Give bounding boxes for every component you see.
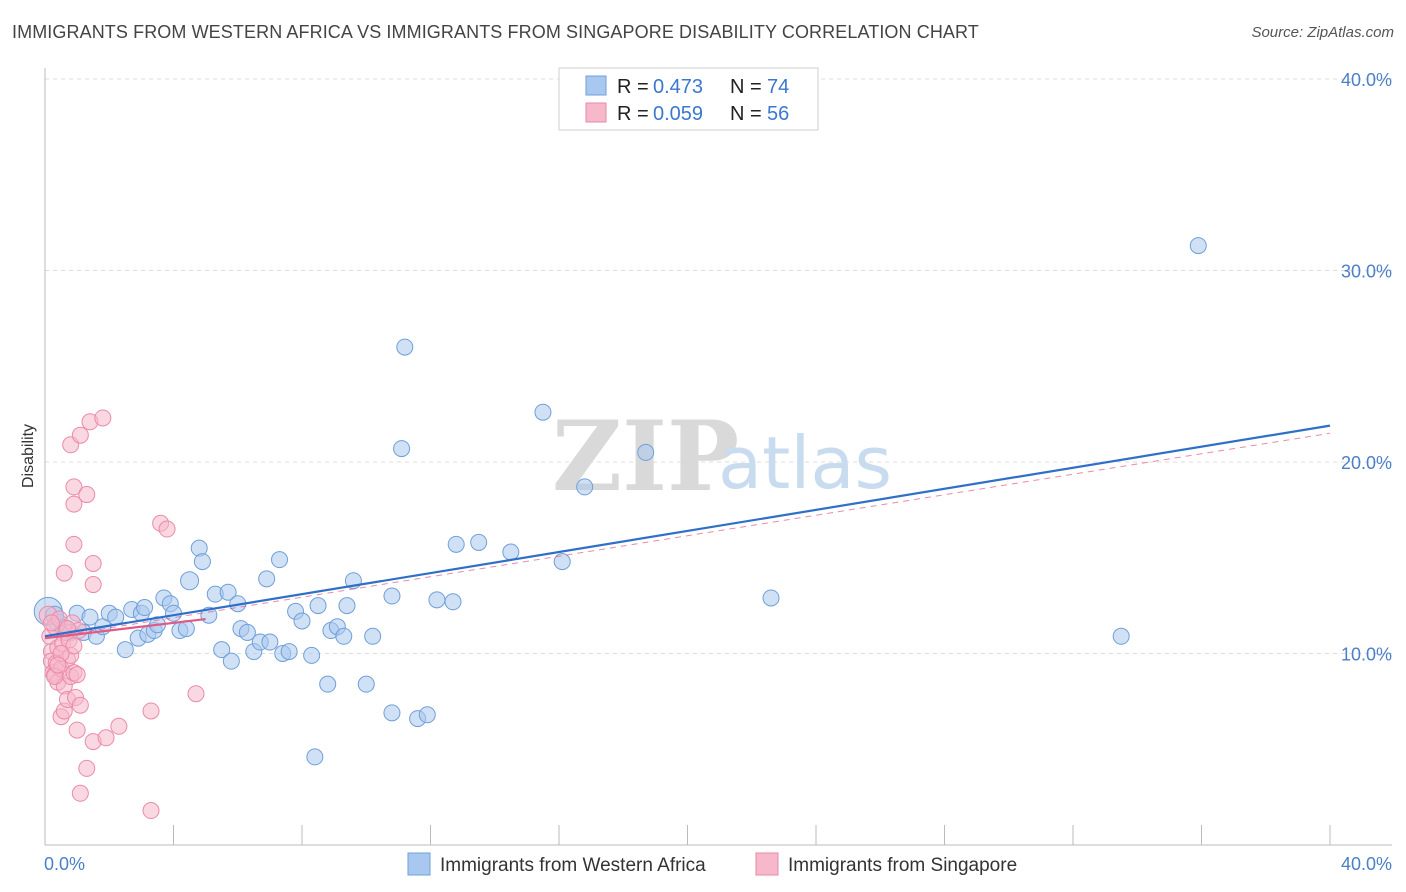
x-tick-label-0: 0.0%	[44, 854, 85, 874]
legend-r-value-2: 0.059	[653, 103, 703, 125]
western-africa-point-72	[1189, 237, 1207, 255]
series-singapore-points	[38, 409, 205, 820]
axes	[44, 68, 1392, 846]
singapore-point-49	[94, 409, 112, 427]
singapore-point-35	[142, 702, 160, 720]
trend-line-dashed	[44, 432, 1331, 639]
western-africa-point-71	[1112, 627, 1130, 645]
y-tick-label-1: 20.0%	[1341, 453, 1392, 473]
y-tick-label-0: 10.0%	[1341, 645, 1392, 665]
singapore-point-36	[187, 685, 205, 703]
western-africa-point-41	[280, 643, 298, 661]
western-africa-point-31	[222, 652, 240, 670]
singapore-point-45	[78, 486, 96, 504]
western-africa-point-38	[261, 633, 279, 651]
singapore-point-42	[84, 576, 102, 594]
singapore-point-29	[71, 784, 89, 802]
bottom-legend-label-pink: Immigrants from Singapore	[788, 855, 1017, 876]
y-tick-labels: 10.0% 20.0% 30.0% 40.0%	[1341, 70, 1392, 665]
singapore-point-34	[142, 802, 160, 820]
western-africa-point-57	[393, 440, 411, 458]
singapore-point-53	[68, 666, 86, 684]
singapore-point-26	[68, 721, 86, 739]
singapore-point-47	[71, 426, 89, 444]
bottom-legend-label-blue: Immigrants from Western Africa	[440, 855, 706, 876]
western-africa-point-46	[319, 675, 337, 693]
western-africa-point-50	[338, 597, 356, 615]
legend-r-label-1: R =	[617, 76, 649, 98]
bottom-legend: Immigrants from Western Africa Immigrant…	[407, 852, 1017, 876]
western-africa-point-59	[418, 706, 436, 724]
singapore-point-33	[110, 717, 128, 735]
western-africa-point-6	[81, 608, 99, 626]
singapore-point-55	[49, 656, 67, 674]
trend-line-western-africa	[44, 424, 1331, 638]
trend-line-singapore	[44, 617, 206, 640]
singapore-point-43	[65, 478, 83, 496]
singapore-point-40	[65, 535, 83, 553]
bottom-legend-swatch-pink	[755, 852, 779, 876]
western-africa-point-49	[335, 627, 353, 645]
singapore-point-39	[55, 564, 73, 582]
x-tick-label-1: 40.0%	[1341, 854, 1392, 874]
legend-swatch-pink	[585, 102, 607, 123]
trend-lines	[44, 424, 1331, 640]
grid-lines	[45, 78, 1392, 654]
singapore-point-32	[97, 729, 115, 747]
y-tick-label-3: 40.0%	[1341, 70, 1392, 90]
western-africa-point-29	[213, 641, 231, 659]
watermark-atlas: atlas	[718, 421, 892, 505]
legend-r-value-1: 0.473	[653, 76, 703, 98]
western-africa-point-52	[357, 675, 375, 693]
western-africa-point-68	[576, 478, 594, 496]
singapore-point-38	[158, 520, 176, 538]
y-axis-label: Disability	[20, 424, 37, 488]
western-africa-point-64	[470, 533, 488, 551]
western-africa-point-56	[396, 338, 414, 356]
singapore-point-23	[65, 637, 83, 655]
legend-r-label-2: R =	[617, 103, 649, 125]
western-africa-point-66	[534, 403, 552, 421]
legend-n-label-1: N =	[730, 76, 762, 98]
singapore-point-44	[65, 495, 83, 513]
western-africa-point-11	[116, 641, 134, 659]
western-africa-point-15	[136, 599, 154, 617]
western-africa-point-44	[303, 646, 321, 664]
singapore-point-54	[42, 614, 60, 632]
western-africa-point-37	[258, 570, 276, 588]
western-africa-point-54	[383, 587, 401, 605]
western-africa-point-26	[193, 553, 211, 571]
western-africa-point-61	[444, 593, 462, 611]
legend-swatch-blue	[585, 75, 607, 96]
legend-n-value-2: 56	[767, 103, 789, 125]
legend-n-value-1: 74	[767, 76, 789, 98]
western-africa-point-24	[180, 571, 200, 591]
western-africa-point-67	[553, 553, 571, 571]
western-africa-point-30	[219, 583, 237, 601]
x-tick-labels: 0.0% 40.0%	[44, 854, 1392, 874]
source-label: Source: ZipAtlas.com	[1251, 24, 1394, 41]
chart-title: IMMIGRANTS FROM WESTERN AFRICA VS IMMIGR…	[12, 22, 979, 42]
western-africa-point-55	[383, 704, 401, 722]
singapore-point-30	[78, 759, 96, 777]
western-africa-point-63	[447, 535, 465, 553]
western-africa-point-53	[364, 627, 382, 645]
bottom-legend-swatch-blue	[407, 852, 431, 876]
western-africa-point-65	[502, 543, 520, 561]
legend-n-label-2: N =	[730, 103, 762, 125]
western-africa-point-70	[762, 589, 780, 607]
western-africa-point-60	[428, 591, 446, 609]
western-africa-point-34	[238, 623, 256, 641]
watermark: ZIP atlas	[552, 400, 892, 513]
western-africa-point-43	[293, 612, 311, 630]
western-africa-point-62	[306, 748, 324, 766]
legend: R = 0.473 N = 74 R = 0.059 N = 56	[558, 67, 819, 131]
western-africa-point-69	[637, 443, 655, 461]
western-africa-point-45	[309, 597, 327, 615]
singapore-point-41	[84, 554, 102, 572]
singapore-point-28	[71, 696, 89, 714]
western-africa-point-39	[271, 551, 289, 569]
y-tick-label-2: 30.0%	[1341, 262, 1392, 282]
